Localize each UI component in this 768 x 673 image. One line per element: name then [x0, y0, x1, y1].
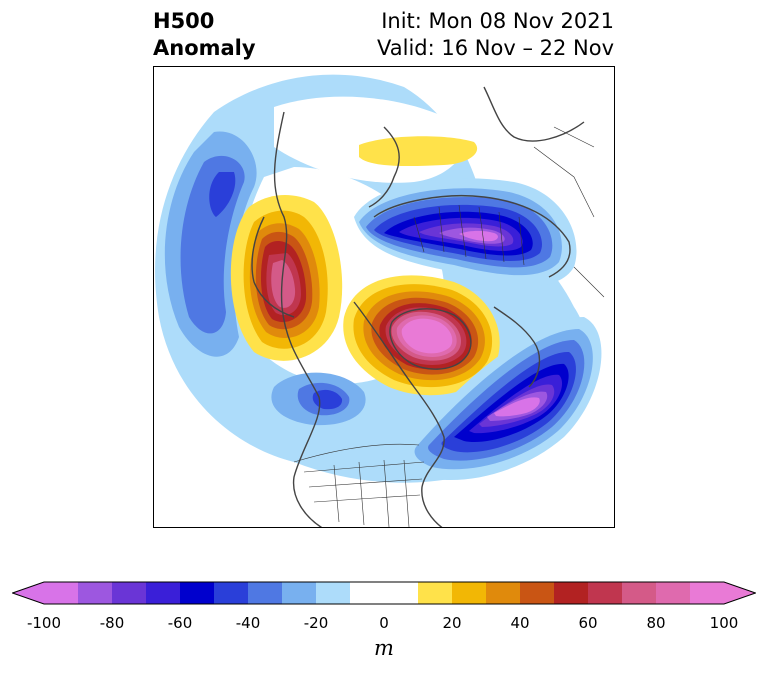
colorbar-segment: [554, 582, 589, 604]
anomaly-contours: [155, 74, 602, 483]
anomaly-map: [153, 66, 615, 528]
colorbar-tick-label: -100: [26, 614, 62, 632]
valid-period-label: Valid: 16 Nov – 22 Nov: [377, 36, 614, 60]
colorbar-segments: [12, 582, 756, 604]
positive-anomaly-alaska-80: [271, 260, 296, 308]
title-variable: H500: [153, 9, 215, 33]
colorbar-segment: [44, 582, 79, 604]
border-us-states-grid: [303, 459, 425, 527]
colorbar-segment: [656, 582, 691, 604]
coastlines: [251, 86, 585, 527]
colorbar-segment: [622, 582, 657, 604]
colorbar-segment: [248, 582, 283, 604]
colorbar-tick-label: -80: [99, 614, 125, 632]
colorbar-outline: [12, 581, 756, 605]
colorbar-segment: [452, 582, 487, 604]
colorbar-segment: [486, 582, 521, 604]
negative-anomaly-pacific-40: [209, 172, 236, 217]
colorbar-extend-max: [724, 582, 756, 604]
colorbar-tick-label: -40: [235, 614, 261, 632]
colorbar-unit-label: m: [374, 636, 394, 660]
colorbar-segment: [520, 582, 555, 604]
colorbar-segment: [316, 582, 351, 604]
coastline-eurasia-north: [373, 195, 571, 278]
coastline-north-america-east: [353, 301, 445, 527]
colorbar-tick-label: 0: [379, 614, 389, 632]
coastline-kamchatka: [368, 126, 400, 208]
border-asia: [533, 126, 605, 298]
colorbar-segment: [690, 582, 725, 604]
colorbar: [12, 581, 756, 605]
colorbar-segment: [588, 582, 623, 604]
coastline-asia-east: [483, 86, 585, 142]
colorbar-tick-label: 60: [578, 614, 598, 632]
colorbar-segment: [112, 582, 147, 604]
colorbar-tick-label: 20: [442, 614, 462, 632]
colorbar-segment: [350, 582, 385, 604]
colorbar-segment: [180, 582, 215, 604]
map-title-right: Init: Mon 08 Nov 2021 Valid: 16 Nov – 22…: [377, 8, 614, 62]
init-time-label: Init: Mon 08 Nov 2021: [381, 9, 614, 33]
colorbar-segment: [214, 582, 249, 604]
border-russia-regions: [413, 204, 525, 266]
positive-anomaly-greenland-100: [401, 318, 453, 354]
colorbar-tick-label: 100: [709, 614, 739, 632]
colorbar-segment: [146, 582, 181, 604]
colorbar-segment: [418, 582, 453, 604]
positive-anomaly-kamchatka: [359, 136, 478, 167]
colorbar-segment: [282, 582, 317, 604]
colorbar-tick-label: 40: [510, 614, 530, 632]
colorbar-segment: [384, 582, 419, 604]
negative-anomaly-siberia-90: [459, 230, 498, 242]
colorbar-extend-min: [12, 582, 44, 604]
colorbar-tick-label: 80: [646, 614, 666, 632]
country-borders: [293, 126, 605, 527]
title-field-type: Anomaly: [153, 36, 256, 60]
coastline-europe: [493, 306, 541, 388]
colorbar-segment: [78, 582, 113, 604]
coastline-alaska: [251, 216, 295, 318]
anomaly-map-svg: [155, 74, 605, 527]
map-title-left: H500 Anomaly: [153, 8, 256, 62]
coastline-greenland: [389, 308, 472, 370]
colorbar-tick-label: -20: [303, 614, 329, 632]
negative-anomaly-atlantic-90: [494, 397, 540, 417]
border-us-canada: [293, 443, 420, 463]
colorbar-tick-label: -60: [167, 614, 193, 632]
coastline-north-america-west: [273, 111, 323, 527]
